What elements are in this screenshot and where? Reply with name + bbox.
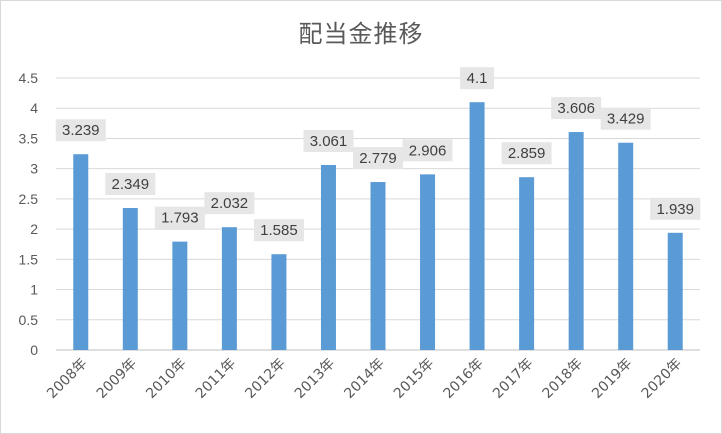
bar [122, 208, 138, 350]
x-tick-label: 2012年 [242, 356, 288, 402]
bar [667, 232, 683, 350]
data-label-box [303, 129, 354, 152]
data-label-box [501, 142, 552, 165]
bars [73, 102, 683, 350]
y-axis-ticks: 0 0.5 1 1.5 2 2.5 3 3.5 4 4.5 [19, 70, 39, 358]
chart-title: 配当金推移 [298, 20, 424, 48]
y-tick-label: 3.5 [19, 130, 39, 146]
bar [568, 132, 584, 350]
bar [519, 177, 535, 350]
x-tick-label: 2015年 [391, 356, 437, 402]
data-label: 2.349 [112, 176, 150, 193]
bar [172, 241, 188, 350]
data-label-box [253, 219, 304, 242]
y-tick-label: 0.5 [19, 312, 39, 328]
y-tick-label: 3 [30, 161, 38, 177]
data-label: 3.606 [557, 100, 595, 117]
x-tick-label: 2018年 [540, 356, 586, 402]
x-tick-label: 2011年 [193, 356, 239, 402]
bar [221, 227, 237, 350]
data-label: 1.793 [161, 210, 199, 227]
data-label: 3.061 [310, 133, 348, 150]
data-label: 1.939 [656, 201, 694, 218]
bar [271, 254, 287, 350]
y-tick-label: 4 [30, 100, 38, 116]
data-label-box [154, 206, 205, 229]
data-label: 2.032 [211, 195, 249, 212]
data-label-box [551, 97, 602, 120]
data-label-box [600, 107, 651, 130]
x-tick-label: 2014年 [341, 356, 387, 402]
x-axis-ticks: 2008年 2009年 2010年 2011年 2012年 2013年 2014年 2015年… [44, 356, 685, 402]
bar [420, 174, 436, 350]
bar [370, 182, 386, 350]
data-label-box [204, 192, 255, 215]
x-tick-label: 2009年 [94, 356, 140, 402]
data-label: 2.906 [409, 142, 447, 159]
y-tick-label: 0 [30, 342, 38, 358]
x-tick-label: 2020年 [639, 356, 685, 402]
data-label: 1.585 [260, 222, 298, 239]
x-tick-label: 2017年 [490, 356, 536, 402]
bar [73, 154, 89, 350]
data-label: 2.859 [508, 145, 546, 162]
bar [320, 164, 336, 350]
data-label-box [460, 67, 495, 90]
bar [469, 102, 485, 350]
data-label: 4.1 [467, 70, 488, 87]
y-tick-label: 1 [30, 282, 38, 298]
x-tick-label: 2008年 [44, 356, 90, 402]
data-label: 2.779 [359, 150, 397, 167]
data-label-box [650, 197, 701, 220]
data-label-box [402, 139, 453, 162]
data-label-box [105, 173, 156, 196]
y-tick-label: 2 [30, 221, 38, 237]
data-label: 3.429 [607, 111, 645, 128]
bar [618, 142, 634, 350]
x-tick-label: 2016年 [440, 356, 486, 402]
x-tick-label: 2013年 [292, 356, 338, 402]
x-tick-label: 2019年 [589, 356, 635, 402]
data-label-box [55, 119, 106, 142]
y-tick-label: 2.5 [19, 191, 39, 207]
data-label: 3.239 [62, 122, 100, 139]
y-tick-label: 1.5 [19, 251, 39, 267]
data-label-box [353, 147, 403, 170]
data-labels: 3.239 2.349 1.793 2.032 1.585 3.061 2.779 2.906… [55, 67, 701, 242]
x-tick-label: 2010年 [143, 356, 189, 402]
y-tick-label: 4.5 [19, 70, 39, 86]
